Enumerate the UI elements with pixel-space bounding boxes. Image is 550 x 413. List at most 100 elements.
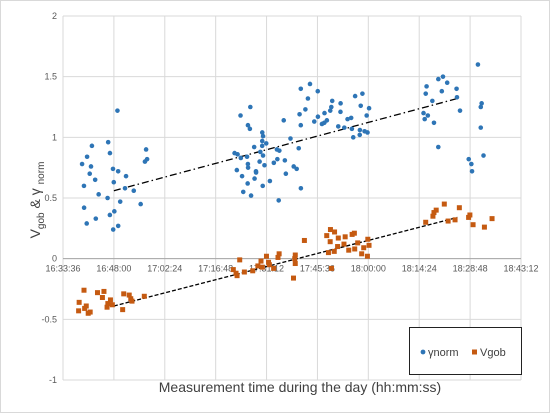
vgob-point: [335, 244, 341, 250]
vgob-point: [258, 258, 264, 264]
x-tick-label: 17:02:24: [147, 264, 182, 274]
ynorm-point: [260, 133, 266, 139]
y-axis-title-prefix: V: [27, 228, 43, 238]
vgob-point: [230, 267, 236, 273]
y-axis-title-prefix-sub: gob: [36, 212, 47, 229]
vgob-point: [301, 237, 307, 243]
ynorm-point: [232, 150, 237, 156]
vgob-point: [237, 257, 243, 263]
y-tick-labels: -1 -0.5 0 0.5 1 1.5 2: [41, 11, 57, 385]
vgob-point: [233, 270, 239, 276]
ynorm-point: [258, 149, 263, 155]
ynorm-point: [81, 205, 87, 211]
ynorm-point: [115, 169, 121, 174]
ynorm-point: [92, 177, 98, 183]
ynorm-point: [105, 139, 111, 145]
vgob-point: [126, 292, 132, 298]
ynorm-point: [431, 120, 437, 126]
vgob-point: [241, 269, 247, 275]
ynorm-point: [253, 169, 259, 174]
ynorm-point: [364, 113, 369, 118]
ynorm-point: [315, 88, 321, 94]
y-tick-label: 1.5: [44, 72, 57, 82]
x-tick-label: 17:16:48: [198, 264, 233, 274]
ynorm-point: [338, 101, 343, 106]
ynorm-point: [259, 138, 265, 144]
ynorm-point: [466, 156, 472, 162]
ynorm-point: [275, 156, 280, 162]
vgob-point: [121, 291, 127, 297]
ynorm-point: [115, 223, 121, 229]
ynorm-point: [87, 171, 93, 177]
ynorm-point: [252, 176, 257, 181]
vgob-point: [361, 245, 367, 251]
ynorm-point: [424, 84, 429, 89]
ynorm-point: [240, 189, 246, 195]
ynorm-point: [298, 86, 304, 92]
vgob-point: [341, 241, 347, 247]
vgob-point: [276, 251, 282, 257]
y-tick-label: 0.5: [44, 193, 57, 203]
y-tick-label: 1: [52, 132, 57, 142]
ynorm-point: [329, 98, 335, 104]
x-tick-label: 18:00:00: [351, 264, 386, 274]
ynorm-point: [93, 216, 99, 221]
vgob-point: [327, 239, 333, 245]
ynorm-point: [143, 147, 149, 152]
ynorm-point: [248, 193, 254, 198]
vgob-point: [83, 303, 89, 309]
vgob-point: [433, 207, 439, 213]
y-tick-label: 2: [52, 11, 57, 21]
ynorm-point: [350, 135, 356, 140]
ynorm-point: [421, 110, 426, 116]
vgob-point: [452, 217, 458, 223]
ynorm-point: [327, 108, 333, 113]
ynorm-point: [271, 160, 277, 166]
x-tick-label: 17:45:36: [300, 264, 335, 274]
vgob-point: [445, 218, 451, 224]
ynorm-point: [117, 199, 123, 204]
vgob-point: [292, 256, 298, 262]
vgob-point: [99, 294, 105, 300]
ynorm-point: [247, 126, 253, 132]
vgob-point: [456, 205, 462, 211]
trendline-vgob: [113, 216, 458, 307]
ynorm-point: [257, 159, 262, 164]
vgob-point: [94, 290, 100, 296]
vgob-point: [331, 248, 337, 254]
ynorm-point: [123, 173, 129, 179]
y-tick-label: 0: [52, 254, 57, 264]
vgob-point: [351, 230, 357, 236]
ynorm-point: [291, 164, 297, 169]
ynorm-point: [245, 161, 251, 167]
vgob-point: [441, 201, 447, 207]
legend: γnorm Vgob: [409, 327, 522, 375]
ynorm-point: [239, 173, 245, 179]
ynorm-point: [245, 122, 251, 128]
vgob-point: [107, 297, 113, 303]
x-tick-label: 16:48:00: [96, 264, 131, 274]
ynorm-point: [107, 150, 113, 156]
ynorm-point: [115, 108, 120, 113]
ynorm-point: [335, 124, 341, 129]
vgob-point: [430, 213, 436, 219]
ynorm-point: [303, 107, 308, 112]
ynorm-point: [360, 91, 365, 96]
trendlines: [113, 97, 458, 307]
vgob-point: [467, 212, 473, 218]
vgob-point: [81, 287, 87, 293]
ynorm-point: [358, 103, 364, 109]
ynorm-point: [112, 209, 117, 214]
vgob-point: [292, 252, 298, 258]
vgob-point: [255, 263, 261, 269]
legend-box: [409, 327, 522, 375]
vgob-point: [275, 254, 281, 260]
vgob-point: [292, 261, 298, 267]
ynorm-point: [425, 113, 431, 118]
x-tick-label: 17:31:12: [249, 264, 284, 274]
ynorm-point: [81, 183, 87, 189]
ynorm-point: [89, 143, 95, 149]
x-tick-label: 18:14:24: [402, 264, 437, 274]
ynorm-point: [111, 179, 117, 185]
